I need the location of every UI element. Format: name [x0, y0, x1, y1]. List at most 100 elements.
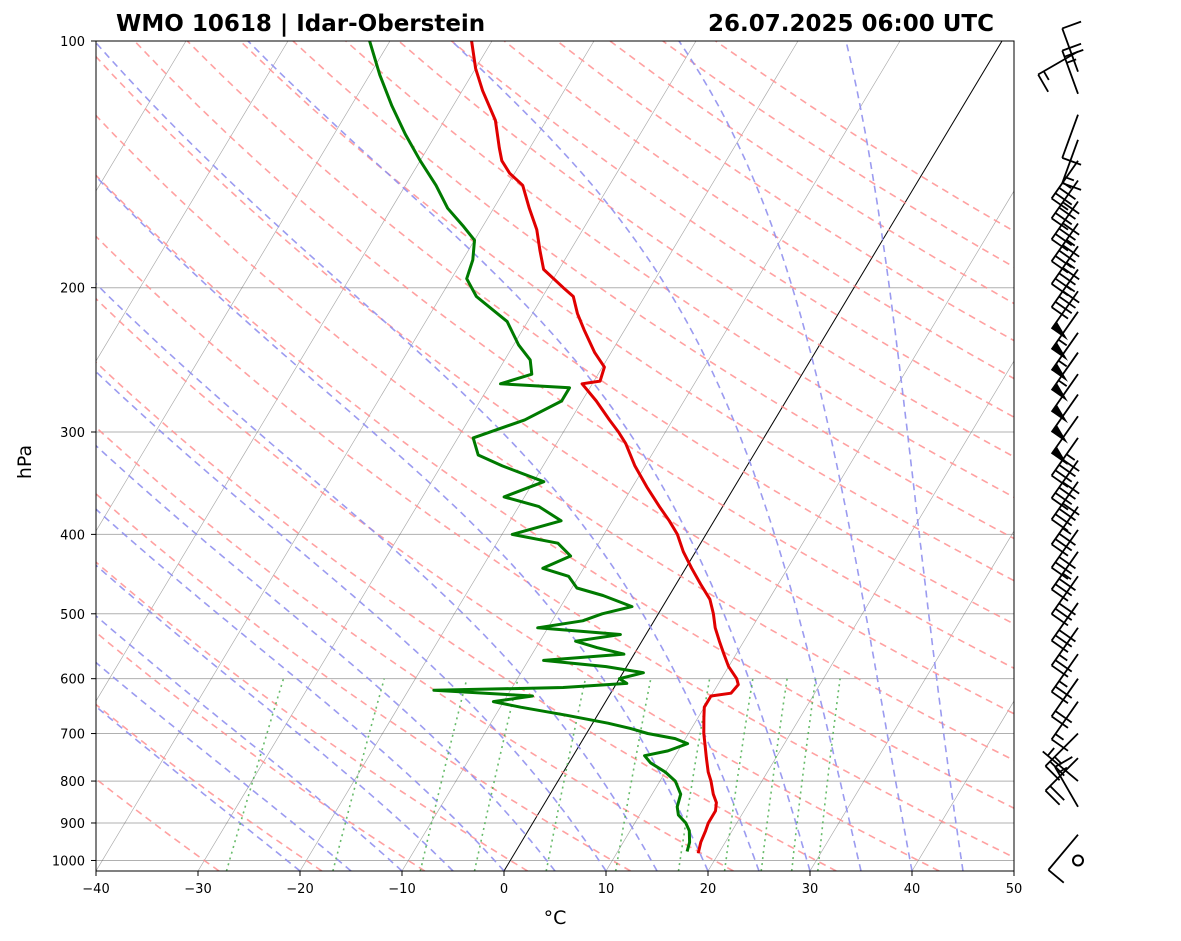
isotherm	[707, 360, 1014, 871]
barb-flag-half	[1066, 453, 1076, 461]
barb-staff	[1050, 653, 1079, 693]
barb-flag-full	[1051, 588, 1069, 602]
barb-flag-full	[1058, 249, 1076, 263]
barb-flag-full	[1051, 715, 1069, 729]
isotherm	[401, 41, 901, 871]
moist-adiabat	[678, 41, 913, 871]
barb-flag-full	[1058, 206, 1076, 220]
isotherm	[96, 41, 493, 702]
plot-area	[0, 41, 1014, 871]
barb-flag-full	[1051, 543, 1069, 557]
mixing-ratio-line	[614, 678, 652, 871]
y-tick-label: 500	[60, 608, 85, 623]
isotherm	[0, 41, 84, 871]
mixing-ratio-line	[545, 678, 587, 871]
barb-pennant	[1051, 363, 1068, 382]
barb-flag-full	[1054, 710, 1073, 724]
wind-barb	[1050, 627, 1079, 678]
mixing-ratio-line	[790, 678, 817, 871]
x-tick-label: −10	[388, 882, 415, 897]
barb-flag-full	[1054, 212, 1073, 226]
barb-flag-full	[1051, 260, 1069, 274]
wind-barb	[1050, 602, 1079, 653]
barb-flag-half	[1064, 176, 1075, 182]
barb-staff	[1061, 50, 1079, 95]
barb-flag-full	[1061, 157, 1082, 166]
barb-flag-full	[1051, 613, 1069, 627]
barb-flag-full	[1054, 255, 1073, 269]
wind-barb	[1050, 311, 1079, 361]
barb-flag-full	[1049, 760, 1065, 777]
barb-flag-half	[1043, 70, 1050, 81]
barb-flag-full	[1058, 602, 1076, 616]
barb-flag-full	[1054, 192, 1073, 206]
y-tick-label: 300	[60, 426, 85, 441]
dry-adiabat	[96, 492, 631, 871]
barb-flag-full	[1051, 306, 1069, 320]
barb-flag-half	[1066, 261, 1076, 270]
wind-barb	[1050, 415, 1079, 466]
calm-circle	[1072, 854, 1084, 867]
moist-adiabat	[96, 282, 658, 871]
barb-flag-full	[1061, 20, 1082, 30]
barb-flag-full	[1051, 639, 1069, 653]
barb-flag-full	[1054, 301, 1073, 314]
mixing-ratio-line	[419, 678, 468, 871]
wind-barbs	[1037, 20, 1084, 884]
barb-staff	[1050, 678, 1079, 717]
barb-flag-full	[1037, 74, 1049, 93]
barb-pennant	[1051, 321, 1068, 341]
barb-flag-full	[1054, 469, 1073, 483]
barb-staff	[1044, 732, 1079, 767]
profiles	[368, 41, 740, 854]
isotherm	[96, 41, 391, 532]
barb-flag-full	[1051, 691, 1069, 705]
barb-staff	[1050, 701, 1079, 740]
x-tick-label: −20	[286, 882, 313, 897]
barb-flag-full	[1061, 42, 1082, 52]
x-axis-ticks: −40 −30 −20 −10 0 10 20 30 40 50	[82, 871, 1022, 897]
dry-adiabat	[96, 631, 426, 871]
wind-barb	[1061, 139, 1082, 191]
wind-barb	[1072, 854, 1084, 867]
x-axis-label: °C	[544, 907, 567, 929]
mixing-ratio-line	[332, 678, 385, 871]
dry-adiabat	[239, 41, 1014, 582]
mixing-ratio-line	[817, 678, 841, 871]
barb-flag-half	[1066, 239, 1076, 247]
barb-staff	[1050, 437, 1079, 477]
barb-flag-full	[1051, 197, 1069, 211]
isotherm	[911, 700, 1014, 871]
barb-flag-full	[1051, 518, 1069, 532]
mixing-ratio-line	[723, 678, 754, 871]
barb-flag-full	[1058, 629, 1076, 643]
dry-adiabat	[96, 235, 1014, 859]
barb-flag-full	[1054, 513, 1073, 527]
mixing-ratio-line	[760, 678, 788, 871]
y-tick-label: 800	[60, 775, 85, 790]
barb-flag-full	[1062, 481, 1080, 495]
chart-title-station: WMO 10618 | Idar-Oberstein	[116, 11, 485, 37]
barb-flag-full	[1058, 295, 1076, 309]
barb-flag-full	[1051, 283, 1069, 297]
x-tick-label: 10	[598, 882, 615, 897]
x-tick-label: 50	[1006, 882, 1023, 897]
isotherm	[1013, 870, 1014, 871]
dry-adiabat	[133, 41, 1014, 670]
wind-barb	[1050, 332, 1079, 382]
wind-barb	[1042, 747, 1079, 782]
barb-flag-full	[1062, 201, 1080, 215]
dry-adiabat	[503, 41, 1014, 380]
wind-barb	[1044, 732, 1079, 781]
barb-flag-full	[1058, 464, 1076, 478]
x-tick-label: 30	[802, 882, 819, 897]
wind-barb	[1061, 42, 1084, 95]
barb-flag-full	[1054, 561, 1073, 575]
barb-pennant	[1051, 382, 1068, 402]
barb-flag-half	[1054, 733, 1065, 741]
dry-adiabat	[96, 174, 1014, 810]
wind-barb	[1061, 20, 1082, 72]
barb-staff	[1050, 415, 1079, 455]
moist-adiabat	[96, 41, 760, 871]
